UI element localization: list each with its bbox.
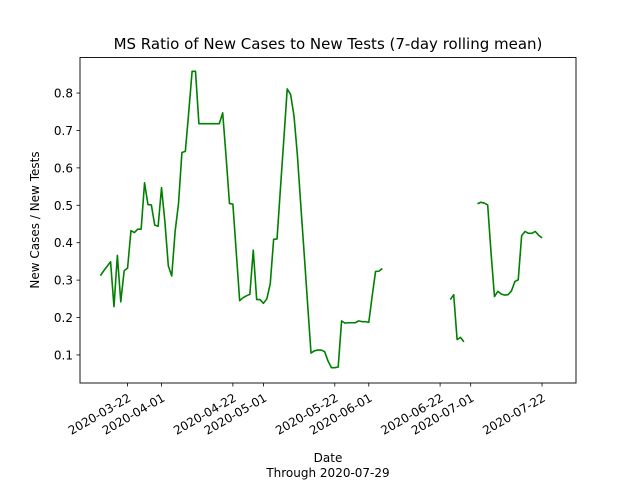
y-tick-label: 0.4 bbox=[54, 236, 73, 250]
y-tick-label: 0.2 bbox=[54, 311, 73, 325]
x-axis-label: Date bbox=[314, 451, 343, 465]
y-tick-label: 0.5 bbox=[54, 199, 73, 213]
y-tick-label: 0.7 bbox=[54, 124, 73, 138]
series-line-segment bbox=[477, 201, 543, 298]
y-tick-label: 0.3 bbox=[54, 274, 73, 288]
y-tick-label: 0.1 bbox=[54, 348, 73, 362]
x-axis-sublabel: Through 2020-07-29 bbox=[265, 466, 389, 480]
series-line-segment bbox=[449, 293, 465, 343]
y-tick-label: 0.6 bbox=[54, 161, 73, 175]
series-line-segment bbox=[99, 70, 383, 369]
series-layer bbox=[99, 70, 543, 369]
y-tick-label: 0.8 bbox=[54, 87, 73, 101]
y-axis-label: New Cases / New Tests bbox=[28, 151, 42, 288]
y-axis: 0.1 0.2 0.3 0.4 0.5 0.6 0.7 0.8 bbox=[54, 87, 80, 362]
plot-area bbox=[79, 57, 577, 384]
chart-title: MS Ratio of New Cases to New Tests (7-da… bbox=[114, 35, 543, 53]
